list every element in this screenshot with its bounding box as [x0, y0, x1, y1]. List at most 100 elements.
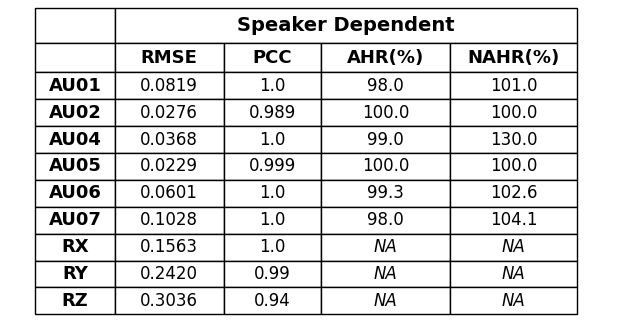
- Bar: [115, 207, 223, 234]
- Bar: [115, 99, 223, 126]
- Text: AU05: AU05: [49, 157, 101, 176]
- Bar: [115, 153, 223, 180]
- Text: 104.1: 104.1: [490, 211, 538, 229]
- Text: 100.0: 100.0: [490, 157, 538, 176]
- Text: AU06: AU06: [49, 184, 101, 202]
- Bar: [35, 260, 115, 287]
- Bar: [321, 180, 451, 207]
- Bar: [451, 72, 577, 99]
- Bar: [115, 287, 223, 314]
- Bar: [321, 72, 451, 99]
- Bar: [115, 260, 223, 287]
- Text: NA: NA: [502, 292, 525, 310]
- Bar: [223, 207, 321, 234]
- Text: NA: NA: [502, 238, 525, 256]
- Text: 0.2420: 0.2420: [140, 265, 198, 283]
- Text: AHR(%): AHR(%): [347, 49, 424, 67]
- Bar: [451, 234, 577, 260]
- Text: 0.0229: 0.0229: [140, 157, 198, 176]
- Bar: [321, 99, 451, 126]
- Bar: [223, 126, 321, 153]
- Bar: [321, 287, 451, 314]
- Text: 130.0: 130.0: [490, 131, 538, 149]
- Bar: [451, 99, 577, 126]
- Bar: [35, 234, 115, 260]
- Text: 100.0: 100.0: [362, 104, 409, 122]
- Bar: [451, 43, 577, 72]
- Bar: [115, 126, 223, 153]
- Bar: [223, 234, 321, 260]
- Bar: [321, 126, 451, 153]
- Text: 0.0819: 0.0819: [140, 77, 198, 95]
- Text: 99.3: 99.3: [367, 184, 404, 202]
- Text: 100.0: 100.0: [490, 104, 538, 122]
- Bar: [35, 180, 115, 207]
- Text: 1.0: 1.0: [259, 184, 285, 202]
- Bar: [35, 126, 115, 153]
- Text: 98.0: 98.0: [367, 77, 404, 95]
- Text: PCC: PCC: [252, 49, 292, 67]
- Bar: [223, 153, 321, 180]
- Bar: [321, 43, 451, 72]
- Text: 98.0: 98.0: [367, 211, 404, 229]
- Bar: [451, 287, 577, 314]
- Bar: [321, 234, 451, 260]
- Text: NA: NA: [374, 265, 397, 283]
- Bar: [451, 207, 577, 234]
- Text: 100.0: 100.0: [362, 157, 409, 176]
- Bar: [115, 234, 223, 260]
- Text: 0.1563: 0.1563: [140, 238, 198, 256]
- Text: 102.6: 102.6: [490, 184, 538, 202]
- Text: AU02: AU02: [49, 104, 101, 122]
- Text: 99.0: 99.0: [367, 131, 404, 149]
- Text: 1.0: 1.0: [259, 77, 285, 95]
- Text: 0.999: 0.999: [248, 157, 296, 176]
- Text: 0.0276: 0.0276: [140, 104, 198, 122]
- Bar: [223, 287, 321, 314]
- Text: AU01: AU01: [49, 77, 101, 95]
- Text: NA: NA: [374, 292, 397, 310]
- Bar: [115, 8, 577, 43]
- Text: RY: RY: [62, 265, 88, 283]
- Bar: [223, 180, 321, 207]
- Text: 1.0: 1.0: [259, 211, 285, 229]
- Bar: [223, 43, 321, 72]
- Bar: [451, 180, 577, 207]
- Text: Speaker Dependent: Speaker Dependent: [237, 16, 454, 35]
- Text: 1.0: 1.0: [259, 131, 285, 149]
- Text: 101.0: 101.0: [490, 77, 538, 95]
- Bar: [35, 153, 115, 180]
- Text: NA: NA: [374, 238, 397, 256]
- Bar: [35, 8, 115, 43]
- Bar: [223, 260, 321, 287]
- Bar: [35, 99, 115, 126]
- Text: 0.3036: 0.3036: [140, 292, 198, 310]
- Bar: [115, 72, 223, 99]
- Bar: [451, 126, 577, 153]
- Bar: [451, 153, 577, 180]
- Text: RX: RX: [61, 238, 89, 256]
- Text: 0.94: 0.94: [254, 292, 291, 310]
- Bar: [321, 207, 451, 234]
- Bar: [223, 99, 321, 126]
- Text: 0.99: 0.99: [254, 265, 291, 283]
- Bar: [115, 43, 223, 72]
- Bar: [35, 287, 115, 314]
- Bar: [451, 260, 577, 287]
- Bar: [321, 153, 451, 180]
- Text: NAHR(%): NAHR(%): [467, 49, 560, 67]
- Text: 0.1028: 0.1028: [140, 211, 198, 229]
- Bar: [321, 260, 451, 287]
- Text: RZ: RZ: [61, 292, 88, 310]
- Bar: [115, 180, 223, 207]
- Text: 0.0601: 0.0601: [140, 184, 198, 202]
- Bar: [35, 43, 115, 72]
- Text: RMSE: RMSE: [141, 49, 198, 67]
- Bar: [35, 72, 115, 99]
- Text: 0.0368: 0.0368: [140, 131, 198, 149]
- Text: 1.0: 1.0: [259, 238, 285, 256]
- Bar: [223, 72, 321, 99]
- Bar: [35, 207, 115, 234]
- Text: NA: NA: [502, 265, 525, 283]
- Text: 0.989: 0.989: [248, 104, 296, 122]
